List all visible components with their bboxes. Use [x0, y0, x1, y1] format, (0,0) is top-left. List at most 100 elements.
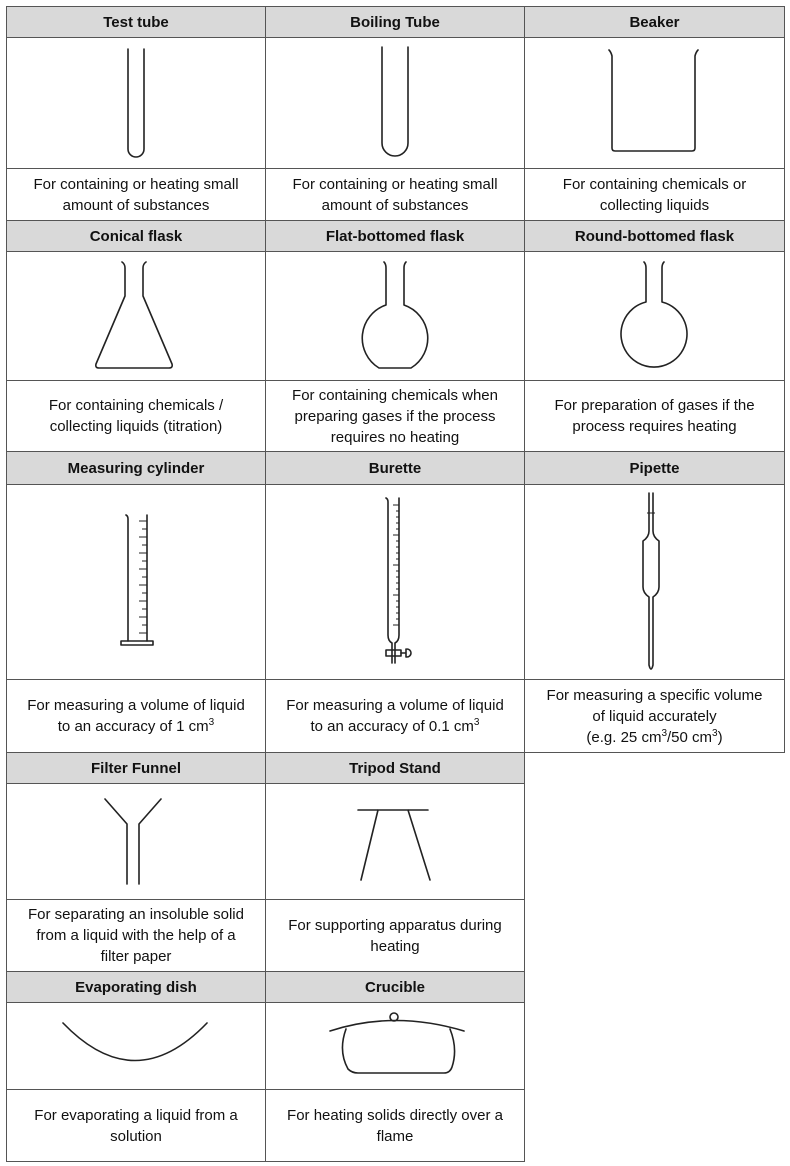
- measuring-cylinder-icon: [120, 514, 154, 646]
- filter-funnel-description: For separating an insoluble solid from a …: [6, 899, 266, 972]
- pipette-icon: [642, 492, 660, 670]
- evaporating-dish-header: Evaporating dish: [6, 971, 266, 1003]
- measuring-cylinder-description: For measuring a volume of liquid to an ac…: [6, 679, 266, 753]
- crucible-header: Crucible: [265, 971, 525, 1003]
- test-tube-header: Test tube: [6, 6, 266, 38]
- round-bottomed-flask-image-cell: [524, 251, 785, 381]
- description-line: For preparation of gases if the: [554, 397, 755, 414]
- description-line: For containing chemicals or: [562, 175, 747, 193]
- description-line: For separating an insoluble solid: [28, 906, 244, 923]
- burette-header: Burette: [265, 451, 525, 485]
- flat-bottomed-flask-title: Flat-bottomed flask: [325, 227, 465, 245]
- boiling-tube-title: Boiling Tube: [350, 13, 440, 31]
- measuring-cylinder-title: Measuring cylinder: [67, 459, 205, 477]
- description-line: For evaporating a liquid from a: [34, 1106, 238, 1124]
- tripod-stand-title: Tripod Stand: [349, 759, 441, 777]
- pipette-header: Pipette: [524, 451, 785, 485]
- conical-flask-header: Conical flask: [6, 220, 266, 252]
- example-text: (e.g. 25 cm: [586, 728, 662, 746]
- unit-superscript: 3: [208, 717, 215, 728]
- test-tube-description: For containing or heating small amount of…: [6, 168, 266, 221]
- description-line: For measuring a volume of liquid: [286, 697, 504, 714]
- measuring-cylinder-header: Measuring cylinder: [6, 451, 266, 485]
- description-line: of liquid accurately: [592, 707, 717, 725]
- description-line: collecting liquids: [599, 196, 710, 214]
- description-line: amount of substances: [321, 196, 469, 214]
- description-line: For heating solids directly over a: [287, 1106, 503, 1124]
- filter-funnel-header: Filter Funnel: [6, 752, 266, 784]
- round-bottomed-flask-description: For preparation of gases if the process r…: [524, 380, 785, 452]
- evaporating-dish-image-cell: [6, 1002, 266, 1090]
- description-example-line: (e.g. 25 cm3/50 cm3): [586, 727, 722, 748]
- unit-superscript: 3: [473, 717, 480, 728]
- evaporating-dish-title: Evaporating dish: [75, 978, 197, 996]
- pipette-description: For measuring a specific volume of liquid…: [524, 679, 785, 753]
- flat-bottomed-flask-image-cell: [265, 251, 525, 381]
- evaporating-dish-icon: [62, 1022, 208, 1062]
- unit-superscript: 3: [712, 727, 718, 739]
- filter-funnel-title: Filter Funnel: [91, 759, 181, 777]
- round-bottomed-flask-title: Round-bottomed flask: [574, 227, 735, 245]
- flat-bottomed-flask-header: Flat-bottomed flask: [265, 220, 525, 252]
- flat-bottomed-flask-description: For containing chemicals when preparing g…: [265, 380, 525, 452]
- description-line: to an accuracy of 1 cm3: [57, 717, 215, 736]
- description-line: For measuring a volume of liquid: [27, 697, 245, 714]
- crucible-title: Crucible: [364, 978, 425, 996]
- burette-icon: [385, 497, 412, 664]
- description-line: For containing or heating small: [33, 175, 239, 193]
- conical-flask-title: Conical flask: [89, 227, 183, 245]
- boiling-tube-icon: [381, 46, 409, 157]
- pipette-title: Pipette: [629, 459, 680, 477]
- description-line: requires no heating: [330, 428, 460, 446]
- beaker-title: Beaker: [629, 13, 680, 31]
- example-text: ): [717, 728, 723, 746]
- measuring-cylinder-image-cell: [6, 484, 266, 680]
- description-line: heating: [370, 937, 420, 955]
- crucible-image-cell: [265, 1002, 525, 1090]
- tripod-stand-icon: [357, 809, 431, 881]
- burette-description: For measuring a volume of liquid to an ac…: [265, 679, 525, 753]
- boiling-tube-image-cell: [265, 37, 525, 169]
- round-bottomed-flask-header: Round-bottomed flask: [524, 220, 785, 252]
- test-tube-title: Test tube: [103, 13, 169, 31]
- round-bottomed-flask-icon: [620, 261, 688, 368]
- filter-funnel-icon: [104, 798, 162, 885]
- description-line: For containing chemicals /: [48, 397, 224, 414]
- crucible-description: For heating solids directly over a flame: [265, 1089, 525, 1162]
- flat-bottomed-flask-icon: [361, 261, 429, 369]
- beaker-header: Beaker: [524, 6, 785, 38]
- beaker-image-cell: [524, 37, 785, 169]
- description-line: For containing chemicals when: [292, 386, 498, 404]
- description-line: to an accuracy of 0.1 cm3: [310, 717, 480, 736]
- boiling-tube-header: Boiling Tube: [265, 6, 525, 38]
- crucible-icon: [329, 1012, 465, 1074]
- test-tube-icon: [127, 48, 145, 158]
- description-line: For supporting apparatus during: [288, 916, 502, 934]
- description-line: collecting liquids (titration): [49, 418, 223, 435]
- conical-flask-icon: [95, 261, 173, 369]
- tripod-stand-header: Tripod Stand: [265, 752, 525, 784]
- description-line: filter paper: [100, 948, 172, 965]
- description-line: flame: [376, 1127, 414, 1145]
- conical-flask-description: For containing chemicals / collecting liq…: [6, 380, 266, 452]
- description-line: preparing gases if the process: [294, 407, 496, 425]
- description-line: solution: [110, 1127, 162, 1145]
- description-line: For containing or heating small: [292, 175, 498, 193]
- example-text: /50 cm: [667, 728, 713, 746]
- beaker-icon: [608, 49, 699, 152]
- pipette-image-cell: [524, 484, 785, 680]
- evaporating-dish-description: For evaporating a liquid from a solution: [6, 1089, 266, 1162]
- conical-flask-image-cell: [6, 251, 266, 381]
- boiling-tube-description: For containing or heating small amount of…: [265, 168, 525, 221]
- tripod-stand-description: For supporting apparatus during heating: [265, 899, 525, 972]
- tripod-stand-image-cell: [265, 783, 525, 900]
- filter-funnel-image-cell: [6, 783, 266, 900]
- description-line: from a liquid with the help of a: [36, 927, 236, 944]
- description-line: amount of substances: [62, 196, 210, 214]
- test-tube-image-cell: [6, 37, 266, 169]
- description-line: For measuring a specific volume: [546, 686, 763, 704]
- burette-title: Burette: [368, 459, 422, 477]
- beaker-description: For containing chemicals or collecting li…: [524, 168, 785, 221]
- description-line: process requires heating: [572, 418, 737, 435]
- unit-superscript: 3: [661, 727, 667, 739]
